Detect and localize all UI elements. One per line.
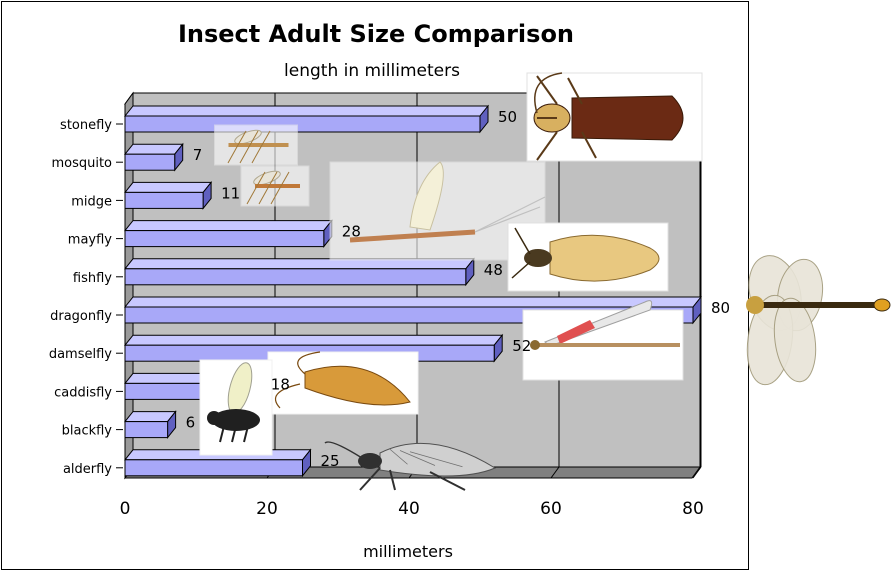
insect-images [199, 72, 891, 491]
bar-front [124, 268, 467, 286]
bar-front [124, 421, 169, 439]
x-tick-label: 80 [682, 499, 704, 519]
bar-top [123, 105, 490, 117]
bar-front [124, 153, 176, 171]
stonefly-image [526, 72, 703, 162]
value-label: 18 [271, 375, 290, 393]
floor-gridline-80 [692, 466, 702, 479]
bar-top [123, 220, 333, 232]
value-label: 52 [512, 337, 531, 355]
alderfly-image [324, 441, 497, 491]
bar-top [123, 296, 703, 308]
floor-gridline-60 [550, 466, 560, 479]
x-axis-label: millimeters [363, 542, 453, 561]
x-tick-label: 40 [398, 499, 420, 519]
value-label: 6 [186, 414, 196, 432]
damselfly-image [522, 300, 684, 381]
value-label: 28 [342, 223, 361, 241]
x-tick-label: 20 [256, 499, 278, 519]
blackfly-image [199, 359, 273, 456]
fishfly-image [507, 222, 669, 292]
bar-front [124, 230, 325, 248]
category-label: stonefly [60, 118, 112, 133]
value-label: 7 [193, 146, 203, 164]
bar-blackfly [123, 410, 177, 440]
bar-mosquito [123, 142, 184, 172]
bar-stonefly [123, 104, 490, 134]
category-labels: stonefly mosquito midge mayfly fishfly dragon… [49, 118, 123, 477]
chart-subtitle: length in millimeters [284, 61, 460, 81]
value-label: 50 [498, 108, 517, 126]
bar-mayfly [123, 219, 333, 249]
category-label: blackfly [62, 424, 113, 439]
category-label: midge [71, 194, 112, 209]
bar-fishfly [123, 257, 475, 287]
category-label: fishfly [73, 271, 112, 286]
value-label: 25 [321, 452, 340, 470]
dragonfly-image [746, 255, 891, 386]
midge-image [240, 165, 310, 207]
x-tick-labels: 0 20 40 60 80 [120, 499, 704, 519]
category-label: mayfly [68, 233, 113, 248]
value-label: 80 [711, 299, 730, 317]
category-label: dragonfly [50, 309, 112, 324]
x-tick-label: 60 [540, 499, 562, 519]
bar-top [123, 143, 184, 155]
mayfly-image [329, 161, 546, 261]
category-label: damselfly [49, 347, 112, 362]
caddisfly-image [267, 351, 419, 415]
bar-top [123, 181, 213, 193]
mosquito-image [214, 124, 298, 166]
chart-title: Insect Adult Size Comparison [178, 20, 574, 48]
value-labels: 50 7 11 28 48 80 52 18 6 25 [186, 108, 730, 470]
bar-front [124, 191, 204, 209]
bar-front [124, 115, 481, 133]
bar-top [123, 334, 504, 346]
x-tick-label: 0 [120, 499, 131, 519]
bar-front [124, 459, 303, 477]
bar-top [123, 411, 177, 423]
value-label: 11 [221, 184, 240, 202]
value-label: 48 [484, 261, 503, 279]
bar-midge [123, 180, 213, 210]
category-label: alderfly [63, 462, 112, 477]
category-label: mosquito [51, 156, 112, 171]
category-label: caddisfly [54, 385, 112, 400]
